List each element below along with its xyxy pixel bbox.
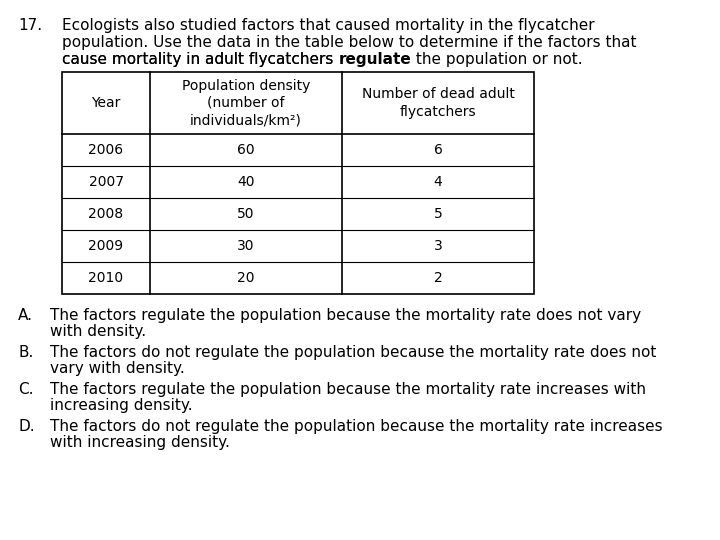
Text: 2009: 2009 [89, 239, 124, 253]
Text: B.: B. [18, 345, 33, 360]
Text: A.: A. [18, 308, 33, 323]
Text: Population density
(number of
individuals/km²): Population density (number of individual… [182, 79, 310, 127]
Text: with increasing density.: with increasing density. [50, 435, 230, 450]
Text: 2010: 2010 [89, 271, 124, 285]
Text: 40: 40 [238, 175, 255, 189]
Text: increasing density.: increasing density. [50, 398, 193, 413]
Text: 50: 50 [238, 207, 255, 221]
Text: 2006: 2006 [89, 143, 124, 157]
Text: with density.: with density. [50, 324, 146, 339]
Text: 17.: 17. [18, 18, 42, 33]
Text: 3: 3 [433, 239, 442, 253]
Text: Year: Year [91, 96, 121, 110]
Text: D.: D. [18, 419, 35, 434]
Text: 30: 30 [238, 239, 255, 253]
Text: cause mortality in adult flycatchers: cause mortality in adult flycatchers [62, 52, 338, 67]
Text: cause mortality in adult flycatchers: cause mortality in adult flycatchers [62, 52, 338, 67]
Text: 2007: 2007 [89, 175, 124, 189]
Text: C.: C. [18, 382, 34, 397]
Text: The factors do not regulate the population because the mortality rate increases: The factors do not regulate the populati… [50, 419, 662, 434]
Text: The factors do not regulate the population because the mortality rate does not: The factors do not regulate the populati… [50, 345, 657, 360]
Text: The factors regulate the population because the mortality rate does not vary: The factors regulate the population beca… [50, 308, 641, 323]
Text: Ecologists also studied factors that caused mortality in the flycatcher: Ecologists also studied factors that cau… [62, 18, 595, 33]
Text: population. Use the data in the table below to determine if the factors that: population. Use the data in the table be… [62, 35, 636, 50]
Text: 5: 5 [433, 207, 442, 221]
Text: the population or not.: the population or not. [411, 52, 582, 67]
Text: The factors regulate the population because the mortality rate increases with: The factors regulate the population beca… [50, 382, 646, 397]
Text: 2008: 2008 [89, 207, 124, 221]
Text: 60: 60 [237, 143, 255, 157]
Text: regulate: regulate [338, 52, 411, 67]
Text: Number of dead adult
flycatchers: Number of dead adult flycatchers [361, 87, 514, 119]
Bar [62, 72, 534, 294]
Text: 2: 2 [433, 271, 442, 285]
Text: 20: 20 [238, 271, 255, 285]
Text: vary with density.: vary with density. [50, 361, 185, 376]
Text: 4: 4 [433, 175, 442, 189]
Text: 6: 6 [433, 143, 442, 157]
